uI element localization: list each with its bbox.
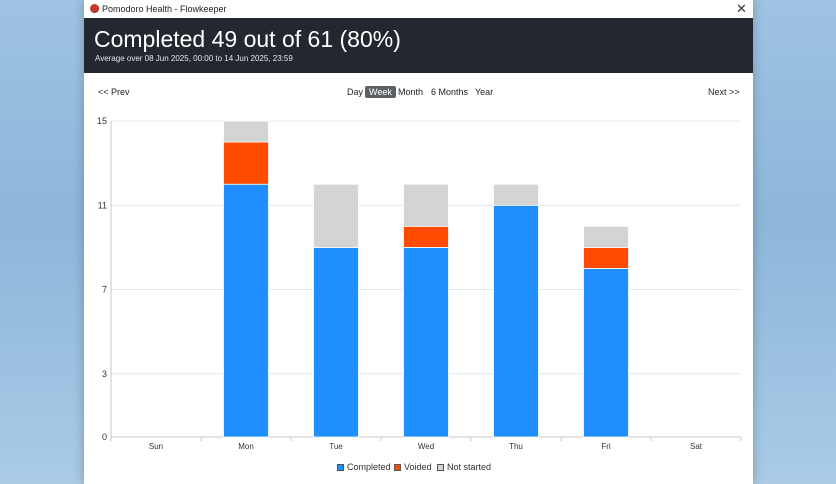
next-button[interactable]: Next >> (708, 87, 740, 97)
y-tick-label: 3 (102, 369, 107, 379)
not-started-bar-tue (313, 183, 359, 248)
completed-bar-tue (313, 246, 359, 438)
completed-bar-wed (403, 246, 449, 438)
legend-not-started: Not started (437, 462, 491, 472)
legend-voided: Voided (394, 462, 432, 472)
app-window: Pomodoro Health - Flowkeeper ✕ Completed… (84, 0, 753, 484)
completed-bar-mon (223, 183, 269, 438)
x-tick-label: Tue (329, 442, 343, 451)
legend-completed: Completed (337, 462, 391, 472)
prev-button[interactable]: << Prev (98, 87, 130, 97)
x-tick-label: Sat (690, 442, 703, 451)
period-day-button[interactable]: Day (347, 87, 364, 97)
y-tick-label: 0 (102, 432, 107, 442)
period-month-button[interactable]: Month (398, 87, 424, 97)
not-started-bar-fri (583, 225, 629, 248)
x-tick-label: Sun (149, 442, 163, 451)
not-started-bar-wed (403, 183, 449, 227)
x-tick-label: Thu (509, 442, 523, 451)
legend-voided-label: Voided (404, 462, 432, 472)
y-tick-label: 7 (102, 285, 107, 295)
period-6-months-button[interactable]: 6 Months (431, 87, 469, 97)
x-tick-label: Fri (601, 442, 611, 451)
period-navigation: << Prev Day Week Month 6 Months Year Nex… (84, 85, 753, 99)
date-range-subtitle: Average over 08 Jun 2025, 00:00 to 14 Ju… (95, 54, 293, 63)
stacked-bar-chart: 0 3 7 11 15 Sun Mon Tue Wed Thu Fri Sat (97, 116, 742, 451)
voided-bar-fri (583, 246, 629, 269)
close-icon[interactable]: ✕ (736, 1, 747, 16)
legend-voided-swatch (394, 464, 401, 471)
not-started-bar-thu (493, 183, 539, 206)
legend-completed-swatch (337, 464, 344, 471)
period-week-button[interactable]: Week (365, 86, 396, 98)
period-year-button[interactable]: Year (475, 87, 494, 97)
legend-not-started-swatch (437, 464, 444, 471)
y-tick-label: 15 (97, 116, 107, 126)
completed-bar-fri (583, 268, 629, 438)
y-tick-label: 11 (98, 200, 107, 210)
tomato-app-icon (90, 4, 99, 13)
page-title: Completed 49 out of 61 (80%) (94, 26, 401, 52)
completed-bar-thu (493, 204, 539, 438)
x-tick-label: Wed (418, 442, 434, 451)
voided-bar-wed (403, 225, 449, 248)
summary-header: Completed 49 out of 61 (80%) Average ove… (84, 18, 753, 73)
title-bar: Pomodoro Health - Flowkeeper ✕ (84, 0, 753, 18)
window-title: Pomodoro Health - Flowkeeper (102, 4, 227, 14)
x-tick-label: Mon (238, 442, 254, 451)
legend-completed-label: Completed (347, 462, 391, 472)
not-started-bar-mon (223, 120, 269, 143)
voided-bar-mon (223, 141, 269, 185)
legend-not-started-label: Not started (447, 462, 492, 472)
